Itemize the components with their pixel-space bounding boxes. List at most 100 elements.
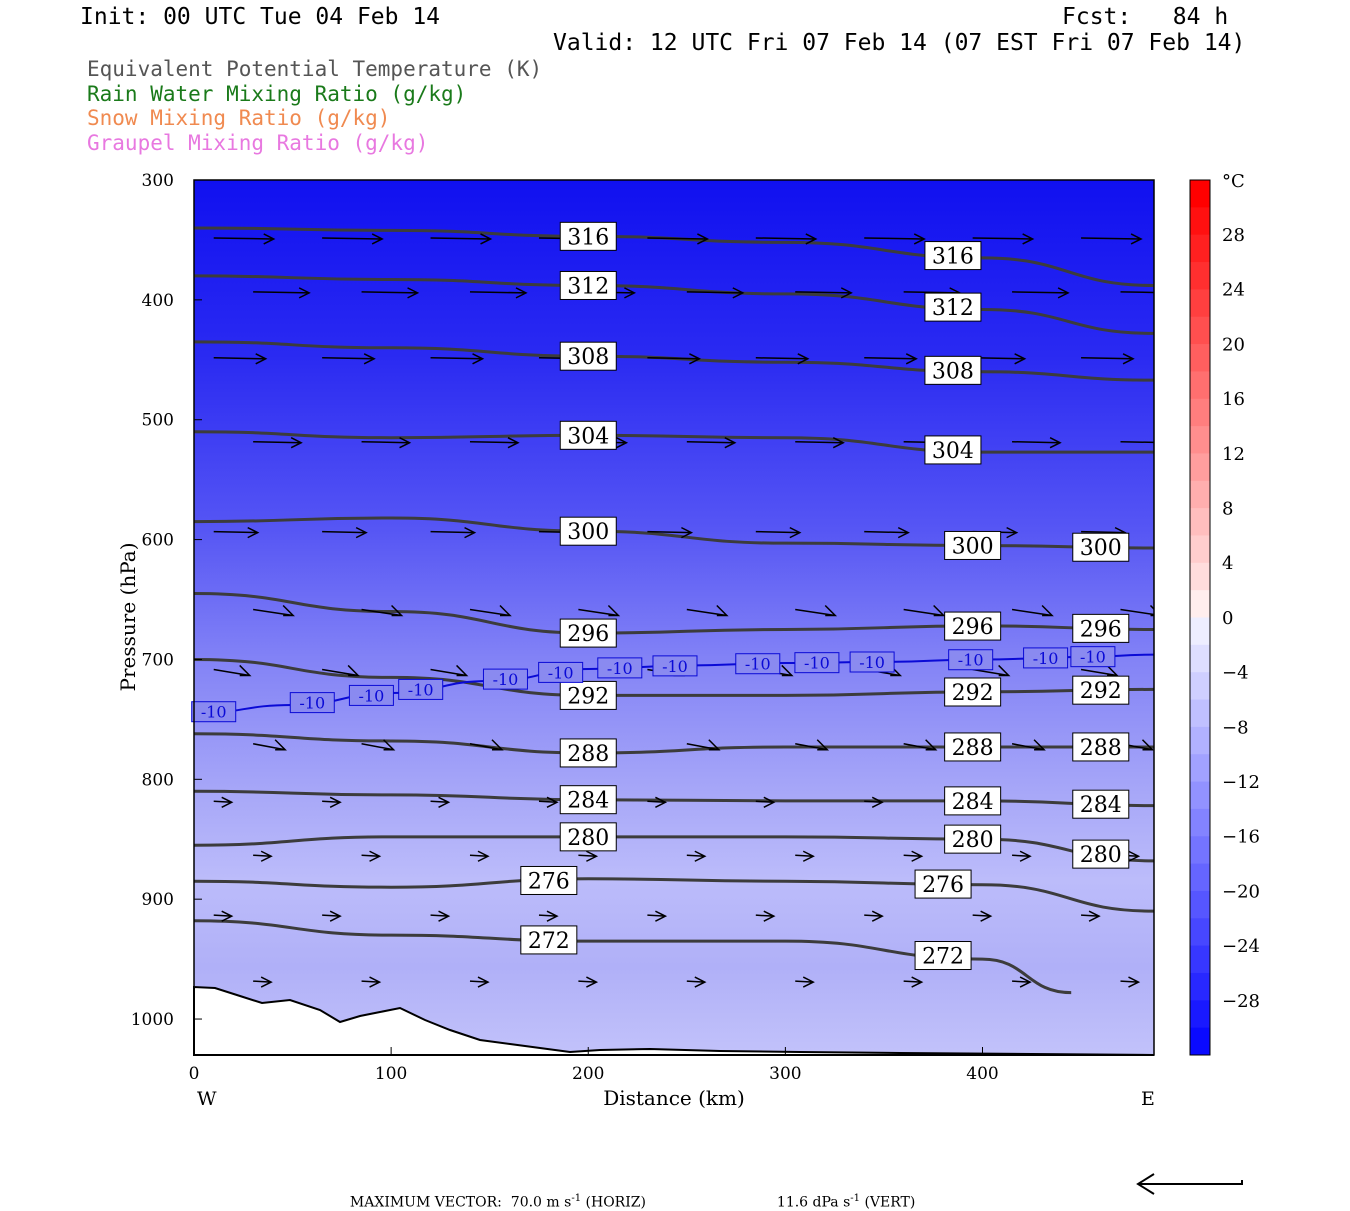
terrain bbox=[193, 985, 1155, 1056]
colorbar-segment bbox=[1190, 398, 1210, 427]
colorbar-tick-label: 24 bbox=[1222, 280, 1245, 301]
colorbar-segment bbox=[1190, 890, 1210, 919]
wind-vector bbox=[755, 910, 776, 922]
wind-vector bbox=[361, 287, 420, 299]
isotherm-label-box bbox=[735, 653, 781, 675]
isotherm-label: -10 bbox=[745, 655, 771, 674]
wind-vector bbox=[253, 604, 295, 617]
isotherm-label-box bbox=[597, 657, 643, 679]
isotherm-label: -10 bbox=[859, 653, 885, 672]
wind-vector bbox=[361, 604, 404, 617]
wind-vector bbox=[430, 526, 477, 539]
y-tick-label: 500 bbox=[142, 411, 174, 431]
colorbar-segment bbox=[1190, 726, 1210, 755]
colorbar-segment bbox=[1190, 426, 1210, 454]
theta-e-contour-276 bbox=[194, 877, 1154, 913]
contour-label: 296 bbox=[952, 615, 994, 640]
wind-vector bbox=[864, 353, 918, 365]
contour-label: 288 bbox=[1080, 736, 1122, 761]
contour-label-box bbox=[1072, 839, 1130, 869]
wind-vector bbox=[430, 664, 469, 677]
y-tick-label: 800 bbox=[142, 770, 174, 790]
wind-vector bbox=[1012, 976, 1032, 988]
wind-vector bbox=[1120, 976, 1141, 988]
wind-vector bbox=[430, 796, 451, 808]
isotherm-label: -10 bbox=[804, 654, 830, 673]
wind-vector bbox=[578, 850, 599, 862]
contour-label-box bbox=[924, 241, 982, 271]
wind-vector bbox=[1120, 440, 1154, 444]
wind-vector bbox=[864, 526, 910, 539]
plot-frame bbox=[193, 179, 1155, 1056]
contour-label-box bbox=[924, 355, 982, 385]
isotherm-label-box bbox=[948, 649, 994, 671]
y-tick-label: 1000 bbox=[131, 1010, 174, 1030]
colorbar-tick-label: 0 bbox=[1222, 608, 1233, 629]
wind-vector bbox=[795, 437, 845, 449]
colorbar-segment bbox=[1190, 344, 1210, 372]
contour-label: 292 bbox=[567, 684, 609, 709]
contour-label-box bbox=[559, 420, 617, 450]
x-tick-label: 0 bbox=[189, 1064, 200, 1084]
theta-e-contour-312 bbox=[194, 274, 1154, 335]
colorbar-segment bbox=[1190, 207, 1210, 236]
isotherm-label: -10 bbox=[408, 680, 434, 699]
wind-vector bbox=[322, 910, 342, 922]
isotherm-label: -10 bbox=[958, 651, 984, 670]
colorbar-segment bbox=[1190, 972, 1210, 1001]
wind-vector bbox=[686, 850, 707, 862]
contour-label: 280 bbox=[1080, 843, 1122, 868]
wind-vector bbox=[213, 910, 234, 922]
isotherm-label-box bbox=[482, 668, 528, 690]
wind-vector bbox=[795, 604, 838, 617]
contour-label-box bbox=[1072, 613, 1130, 643]
contour-label: 300 bbox=[1080, 536, 1122, 561]
wind-vector bbox=[538, 910, 559, 922]
contour-label-box bbox=[1072, 789, 1130, 819]
contour-label: 304 bbox=[932, 439, 974, 464]
wind-vector bbox=[213, 664, 252, 677]
colorbar-segment bbox=[1190, 180, 1210, 208]
isotherm-label-box bbox=[398, 678, 444, 700]
wind-vector bbox=[469, 739, 504, 751]
isotherm-label-box bbox=[1023, 647, 1069, 669]
colorbar-tick-label: −4 bbox=[1222, 663, 1249, 684]
isotherm-label: -10 bbox=[359, 686, 385, 705]
contour-label-box bbox=[559, 341, 617, 371]
contour-label: 272 bbox=[922, 945, 964, 970]
isotherm-label-box bbox=[289, 692, 335, 714]
colorbar-segment bbox=[1190, 562, 1210, 591]
contour-label-box bbox=[559, 738, 617, 768]
wind-vector bbox=[361, 437, 412, 449]
wind-vector bbox=[755, 526, 802, 539]
colorbar-segment bbox=[1190, 781, 1210, 810]
x-tick-label: 200 bbox=[572, 1064, 604, 1084]
wind-vector bbox=[469, 437, 520, 449]
contour-label-box bbox=[1072, 675, 1130, 705]
contour-label-box bbox=[914, 941, 972, 971]
contour-label-box bbox=[559, 516, 617, 546]
contour-label: 288 bbox=[952, 736, 994, 761]
colorbar-segment bbox=[1190, 1000, 1210, 1029]
wind-vector bbox=[1080, 664, 1119, 677]
colorbar-segment bbox=[1190, 371, 1210, 400]
colorbar-segment bbox=[1190, 535, 1210, 564]
colorbar-segment bbox=[1190, 453, 1210, 482]
forecast-hour: Fcst: 84 h bbox=[1062, 4, 1229, 30]
contour-label: 272 bbox=[528, 929, 570, 954]
colorbar-tick-label: 4 bbox=[1222, 553, 1233, 574]
isotherm-label-box bbox=[348, 684, 394, 706]
isotherm-label: -10 bbox=[299, 694, 325, 713]
wind-vector bbox=[903, 976, 924, 988]
wind-vector bbox=[252, 739, 287, 751]
wind-vector bbox=[1081, 233, 1143, 245]
contour-label-box bbox=[944, 677, 1002, 707]
wind-vector bbox=[538, 796, 559, 808]
contour-label: 304 bbox=[567, 424, 609, 449]
colorbar-unit: °C bbox=[1222, 171, 1245, 192]
wind-vector bbox=[253, 437, 303, 449]
wind-vector bbox=[253, 976, 273, 988]
colorbar-segment bbox=[1190, 918, 1210, 947]
contour-label: 316 bbox=[567, 225, 609, 250]
wind-vector bbox=[361, 739, 396, 751]
